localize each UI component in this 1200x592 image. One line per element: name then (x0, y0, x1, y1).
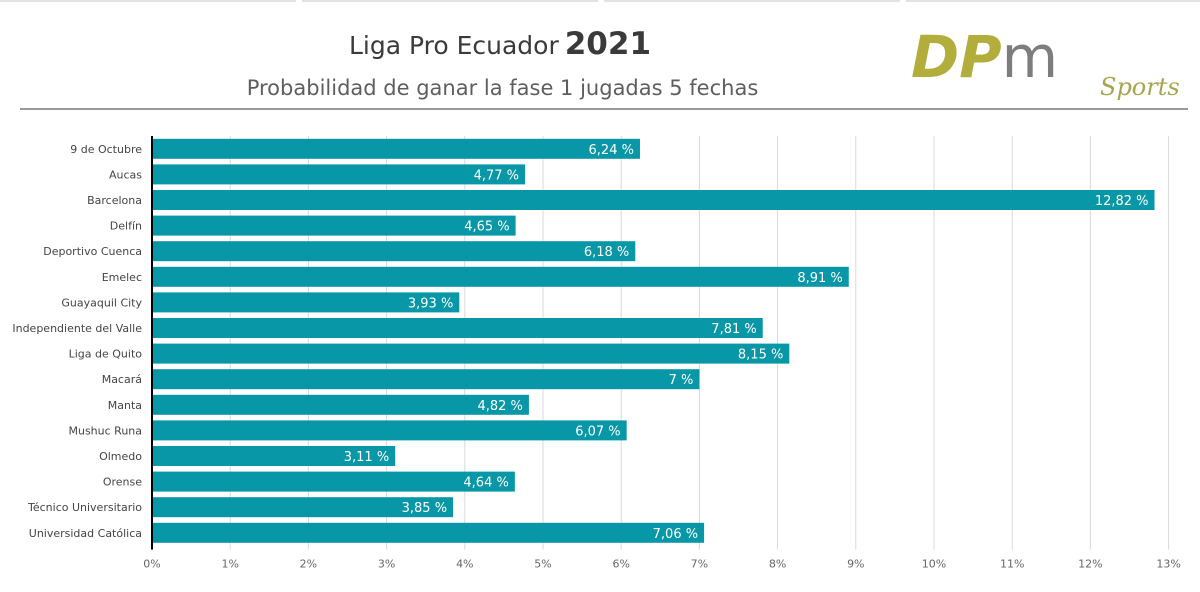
category-label: Guayaquil City (61, 296, 142, 309)
category-label: Manta (108, 399, 142, 412)
bar (152, 446, 396, 466)
x-tick-label: 12% (1078, 558, 1102, 570)
bar (152, 138, 640, 159)
header-rule (20, 108, 1188, 110)
x-tick-label: 13% (1156, 558, 1180, 570)
data-label: 7 % (669, 373, 694, 388)
data-label: 8,91 % (797, 271, 842, 286)
bar (152, 190, 1155, 210)
x-tick-label: 10% (922, 558, 946, 570)
category-label: Delfín (110, 220, 142, 233)
category-label: Orense (103, 476, 142, 489)
chart-title: Liga Pro Ecuador 2021 (0, 26, 1000, 62)
top-divider-4 (906, 0, 1200, 2)
category-label: Olmedo (99, 450, 142, 463)
logo-brand-m: m (1002, 25, 1059, 91)
data-label: 7,81 % (711, 322, 756, 337)
x-tick-label: 5% (534, 558, 551, 570)
bar (152, 266, 849, 287)
data-label: 8,15 % (738, 348, 783, 363)
title-year: 2021 (564, 26, 652, 62)
bar (152, 292, 460, 313)
bar (152, 215, 516, 236)
data-label: 4,82 % (477, 399, 522, 414)
category-label: Macará (102, 373, 142, 386)
x-tick-label: 4% (456, 558, 473, 570)
data-label: 12,82 % (1095, 194, 1149, 209)
data-label: 4,64 % (463, 476, 508, 491)
title-main: Liga Pro Ecuador (348, 31, 559, 60)
data-label: 4,65 % (464, 220, 509, 235)
category-label: Mushuc Runa (68, 424, 142, 437)
logo-brand-text: DPm (911, 25, 1058, 91)
category-label: Universidad Católica (29, 527, 142, 540)
bar (152, 522, 705, 543)
category-label: Aucas (109, 168, 142, 181)
category-label: 9 de Octubre (70, 143, 142, 156)
x-tick-label: 2% (300, 558, 317, 570)
bar (152, 369, 700, 390)
top-divider-3 (604, 0, 900, 2)
top-divider-2 (302, 0, 598, 2)
category-label: Liga de Quito (69, 348, 143, 361)
chart-subtitle: Probabilidad de ganar la fase 1 jugadas … (246, 76, 759, 100)
category-label: Barcelona (87, 194, 142, 207)
x-tick-label: 0% (143, 558, 160, 570)
data-label: 7,06 % (653, 527, 698, 542)
bar (152, 471, 515, 492)
bar (152, 164, 526, 185)
data-label: 6,18 % (584, 245, 629, 260)
category-label: Deportivo Cuenca (43, 245, 142, 258)
logo-tag-text: Sports (1100, 73, 1180, 101)
dpm-sports-logo: DPm Sports (911, 25, 1180, 101)
x-tick-label: 6% (612, 558, 629, 570)
data-label: 6,07 % (575, 424, 620, 439)
bar (152, 318, 763, 338)
x-tick-label: 7% (691, 558, 708, 570)
bar (152, 497, 454, 518)
x-tick-label: 8% (769, 558, 786, 570)
bar (152, 343, 790, 364)
bar (152, 241, 636, 262)
bar (152, 420, 627, 441)
data-label: 6,24 % (589, 143, 634, 158)
category-label: Independiente del Valle (12, 322, 142, 335)
bar-chart: 6,24 % 9 de Octubre 4,77 % Aucas 12,82 % Barc… (12, 136, 1181, 570)
logo-brand-dp: DP (911, 25, 1002, 91)
data-label: 3,93 % (408, 296, 453, 311)
x-tick-label: 1% (221, 558, 238, 570)
x-tick-label: 3% (378, 558, 395, 570)
x-tick-label: 11% (1000, 558, 1024, 570)
category-label: Emelec (102, 271, 142, 284)
category-label: Técnico Universitario (27, 501, 142, 514)
x-tick-label: 9% (847, 558, 864, 570)
data-label: 3,11 % (344, 450, 389, 465)
data-label: 4,77 % (474, 168, 519, 183)
bar (152, 394, 529, 415)
data-label: 3,85 % (402, 501, 447, 516)
top-divider-1 (0, 0, 296, 2)
